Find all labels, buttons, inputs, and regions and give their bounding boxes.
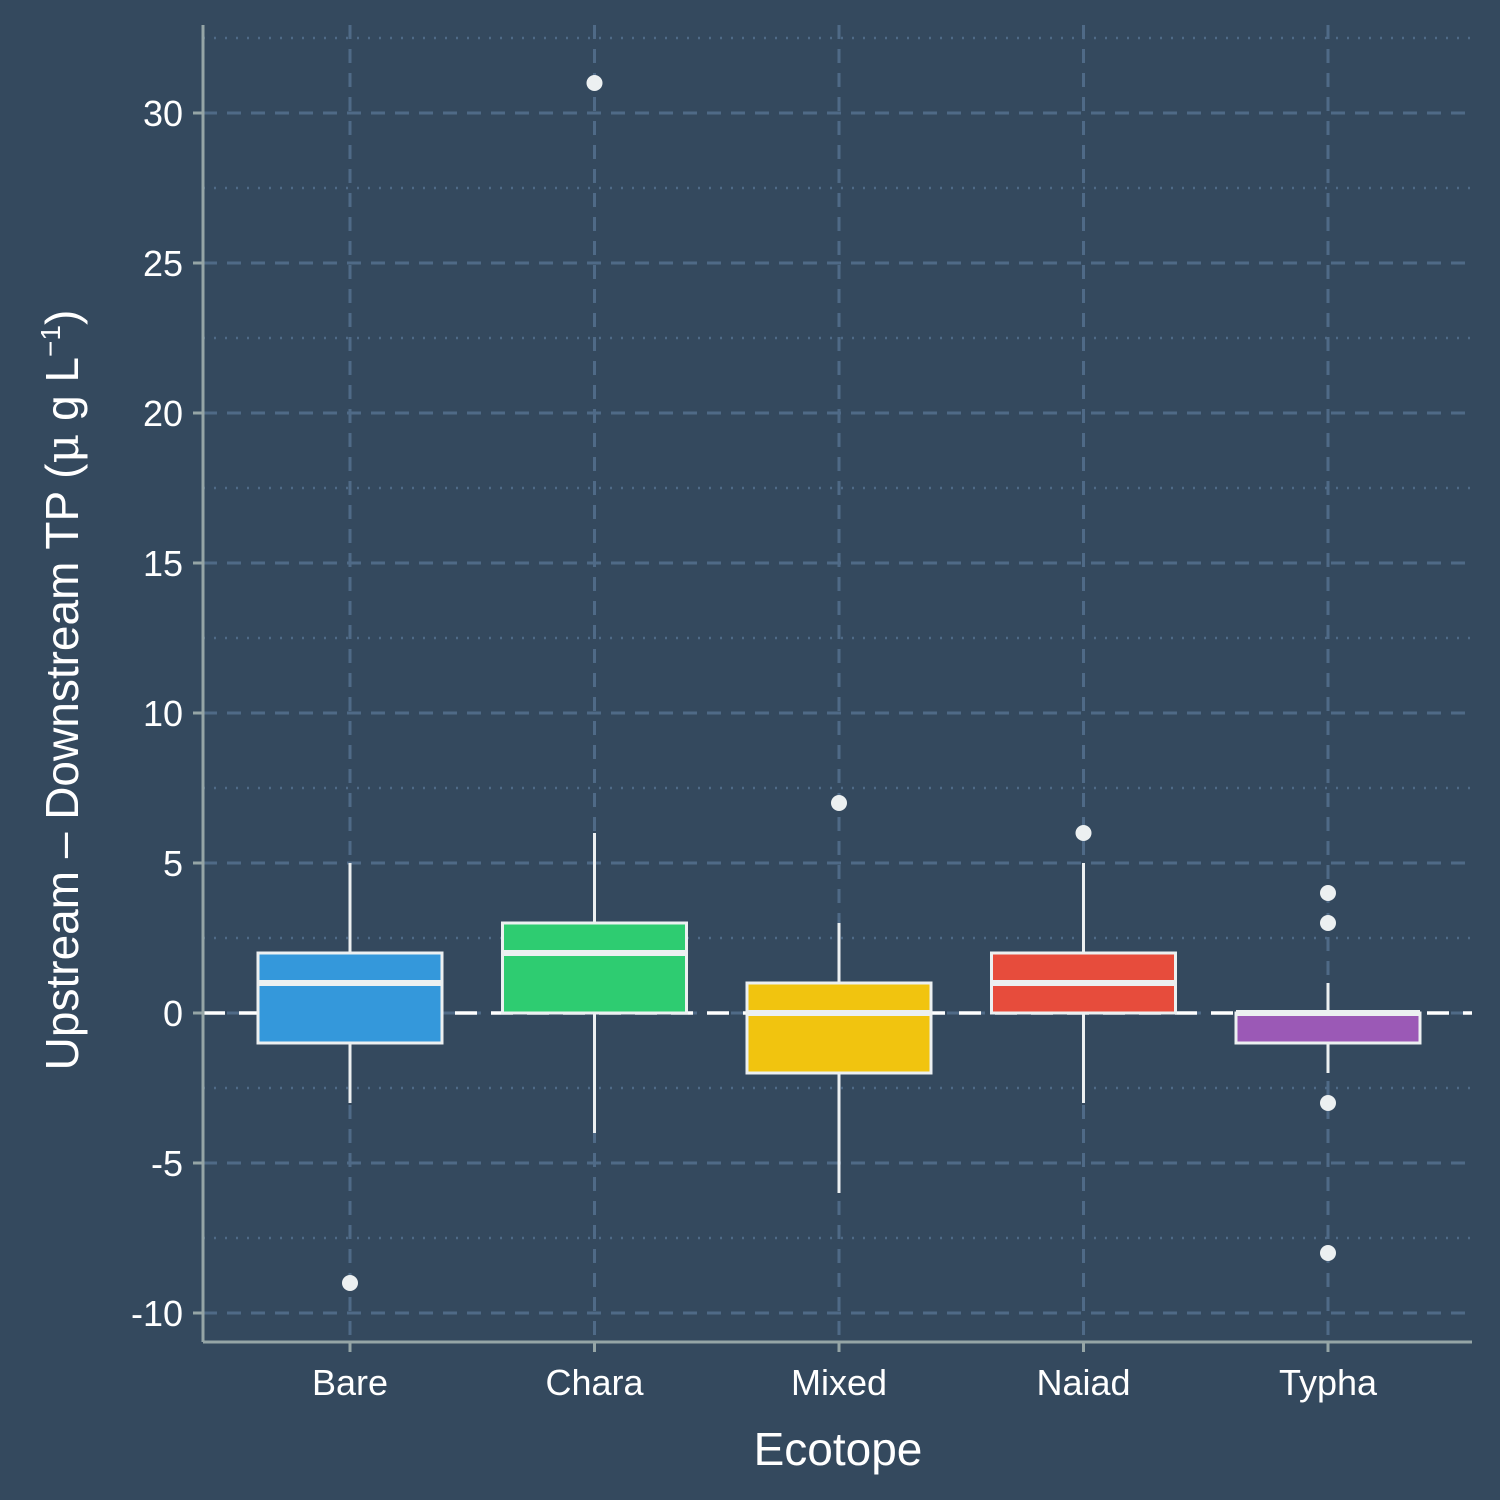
y-axis-title-close: ) — [36, 310, 88, 325]
y-tick-label: 10 — [143, 693, 183, 734]
y-axis-title: Upstream – Downstream TP (μ g L−1) — [35, 310, 89, 1071]
y-tick-label: 25 — [143, 243, 183, 284]
y-axis-title-unit: g L — [36, 357, 88, 434]
box-body — [745, 981, 933, 1075]
box-body — [1234, 1011, 1422, 1045]
x-tick-label: Naiad — [1036, 1362, 1130, 1403]
outlier-point — [586, 75, 603, 91]
box-naiad — [990, 825, 1177, 1103]
outlier-point — [1320, 915, 1336, 931]
y-tick-label: -10 — [131, 1293, 183, 1334]
x-tick-label: Chara — [545, 1362, 644, 1403]
outlier-point — [831, 795, 847, 811]
boxes-layer — [256, 75, 1422, 1291]
outlier-point — [1320, 1245, 1336, 1261]
outlier-point — [1320, 1095, 1336, 1111]
box-body — [256, 951, 444, 1045]
outlier-point — [342, 1275, 358, 1291]
outlier-point — [1320, 885, 1336, 901]
y-tick-label: 20 — [143, 393, 183, 434]
box-bare — [256, 863, 444, 1291]
axes — [193, 25, 1472, 1352]
y-axis-title-mu: μ — [35, 434, 89, 464]
x-tick-label: Typha — [1279, 1362, 1378, 1403]
box-chara — [501, 75, 688, 1133]
box-typha — [1234, 885, 1422, 1261]
x-tick-label: Mixed — [791, 1362, 887, 1403]
box-mixed — [745, 795, 933, 1193]
y-axis-title-sup: −1 — [35, 325, 66, 357]
box-body — [501, 921, 688, 1015]
x-axis-title: Ecotope — [754, 1423, 923, 1475]
x-tick-label: Bare — [312, 1362, 388, 1403]
y-tick-label: -5 — [151, 1143, 183, 1184]
y-tick-label: 15 — [143, 543, 183, 584]
y-tick-label: 0 — [163, 993, 183, 1034]
y-axis-title-main: Upstream – Downstream TP ( — [36, 463, 88, 1070]
y-tick-label: 30 — [143, 93, 183, 134]
y-tick-label: 5 — [163, 843, 183, 884]
outlier-point — [1075, 825, 1092, 841]
tick-labels: -10 -5 0 5 10 15 20 25 30 Bare Chara Mixed Naiad Typh… — [131, 93, 1378, 1403]
